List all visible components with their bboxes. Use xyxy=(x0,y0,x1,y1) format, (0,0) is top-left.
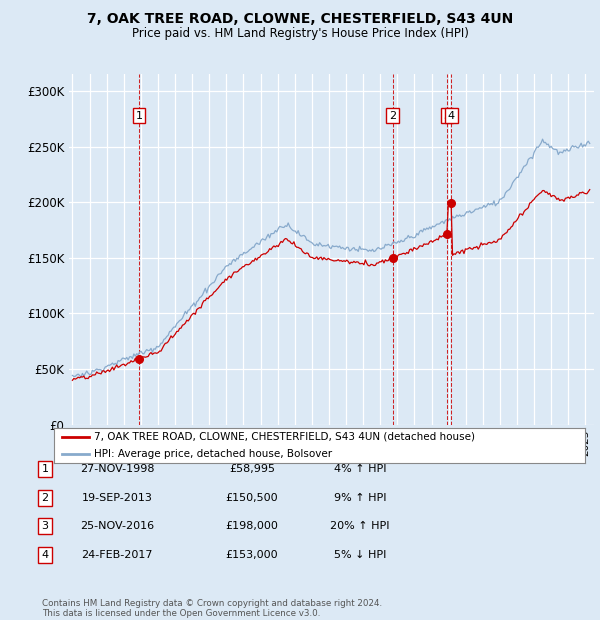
Text: Price paid vs. HM Land Registry's House Price Index (HPI): Price paid vs. HM Land Registry's House … xyxy=(131,27,469,40)
Text: 4% ↑ HPI: 4% ↑ HPI xyxy=(334,464,386,474)
Text: 5% ↓ HPI: 5% ↓ HPI xyxy=(334,550,386,560)
Text: HPI: Average price, detached house, Bolsover: HPI: Average price, detached house, Bols… xyxy=(94,449,332,459)
Text: £198,000: £198,000 xyxy=(226,521,278,531)
Text: 4: 4 xyxy=(41,550,49,560)
Text: 2: 2 xyxy=(41,493,49,503)
Text: 3: 3 xyxy=(443,110,451,120)
Text: 9% ↑ HPI: 9% ↑ HPI xyxy=(334,493,386,503)
Text: 19-SEP-2013: 19-SEP-2013 xyxy=(82,493,152,503)
Text: 24-FEB-2017: 24-FEB-2017 xyxy=(81,550,153,560)
Text: 27-NOV-1998: 27-NOV-1998 xyxy=(80,464,154,474)
Text: 3: 3 xyxy=(41,521,49,531)
Text: 7, OAK TREE ROAD, CLOWNE, CHESTERFIELD, S43 4UN: 7, OAK TREE ROAD, CLOWNE, CHESTERFIELD, … xyxy=(87,12,513,27)
Text: £150,500: £150,500 xyxy=(226,493,278,503)
Text: 25-NOV-2016: 25-NOV-2016 xyxy=(80,521,154,531)
Text: 2: 2 xyxy=(389,110,396,120)
Text: 1: 1 xyxy=(41,464,49,474)
Text: 4: 4 xyxy=(448,110,455,120)
Text: £153,000: £153,000 xyxy=(226,550,278,560)
Text: £58,995: £58,995 xyxy=(229,464,275,474)
Text: Contains HM Land Registry data © Crown copyright and database right 2024.
This d: Contains HM Land Registry data © Crown c… xyxy=(42,599,382,618)
Text: 1: 1 xyxy=(136,110,143,120)
Text: 7, OAK TREE ROAD, CLOWNE, CHESTERFIELD, S43 4UN (detached house): 7, OAK TREE ROAD, CLOWNE, CHESTERFIELD, … xyxy=(94,432,475,442)
Text: 20% ↑ HPI: 20% ↑ HPI xyxy=(330,521,390,531)
